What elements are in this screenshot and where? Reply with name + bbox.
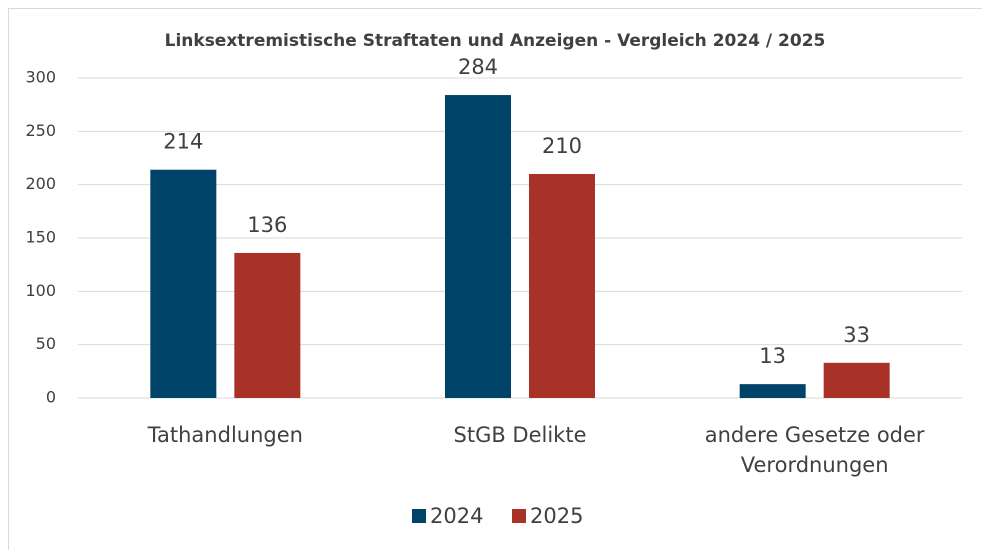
value-label: 13 [759,344,786,368]
value-label: 33 [843,323,870,347]
y-tick-label: 0 [46,388,56,407]
legend-label: 2024 [430,504,483,528]
value-label: 214 [163,130,203,154]
value-label: 136 [247,213,287,237]
y-tick-label: 50 [36,334,56,353]
value-label: 284 [458,55,498,79]
legend-swatch [512,509,526,523]
x-tick-label: Tathandlungen [147,423,303,447]
bar [529,174,595,398]
y-tick-label: 100 [25,281,56,300]
legend-label: 2025 [530,504,583,528]
x-tick-label: andere Gesetze oder Verordnungen [704,423,925,477]
bar [823,362,890,398]
y-tick-label: 300 [25,68,56,87]
chart-title: Linksextremistische Straftaten und Anzei… [165,31,826,51]
bar [445,95,511,399]
bar [234,252,301,398]
bar [739,384,806,398]
legend-swatch [412,509,426,523]
chart-border [8,8,982,550]
value-label: 210 [542,134,582,158]
y-tick-label: 200 [25,174,56,193]
bar [150,169,217,398]
y-tick-label: 150 [25,228,56,247]
x-tick-label: StGB Delikte [453,423,587,447]
y-tick-label: 250 [25,121,56,140]
